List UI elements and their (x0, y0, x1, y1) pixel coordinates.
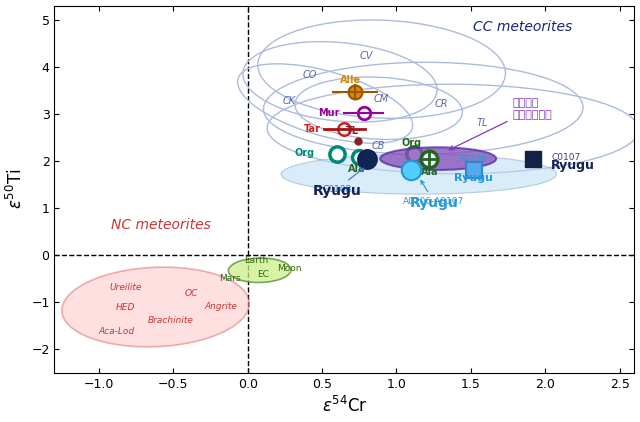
Text: CK: CK (283, 96, 296, 106)
Text: CB: CB (372, 141, 385, 151)
Text: C0107: C0107 (551, 153, 580, 162)
Text: Brachinite: Brachinite (147, 316, 193, 325)
Text: Mur: Mur (319, 108, 340, 118)
Text: Ryugu: Ryugu (312, 184, 362, 198)
X-axis label: $\varepsilon^{54}$Cr: $\varepsilon^{54}$Cr (322, 396, 367, 417)
Ellipse shape (281, 154, 556, 194)
Text: OC: OC (184, 289, 198, 298)
Text: A0106: A0106 (460, 154, 488, 163)
Text: Mars: Mars (219, 274, 241, 283)
Text: イヴナ型
（先行研究）: イヴナ型 （先行研究） (449, 98, 552, 150)
Y-axis label: $\varepsilon^{50}$Ti: $\varepsilon^{50}$Ti (6, 169, 26, 209)
Text: CC meteorites: CC meteorites (474, 20, 573, 35)
Text: Aca-Lod: Aca-Lod (99, 327, 135, 336)
Text: NC meteorites: NC meteorites (111, 218, 211, 232)
Ellipse shape (228, 258, 291, 282)
Text: EC: EC (257, 270, 269, 279)
Text: HED: HED (116, 303, 136, 312)
Ellipse shape (380, 147, 496, 170)
Text: Ureilite: Ureilite (109, 283, 142, 292)
Text: TL: TL (477, 118, 488, 128)
Text: Ryugu: Ryugu (410, 196, 458, 210)
Text: Alle: Alle (340, 75, 361, 85)
Text: TL: TL (346, 126, 358, 135)
Text: Ryugu: Ryugu (551, 159, 595, 172)
Text: CV: CV (360, 51, 374, 62)
Text: Moon: Moon (277, 264, 301, 273)
Text: CM: CM (374, 94, 389, 104)
Text: Org: Org (294, 148, 315, 157)
Text: Angrite: Angrite (205, 303, 237, 311)
Text: CR: CR (435, 100, 448, 109)
Text: C0108: C0108 (323, 168, 364, 194)
Text: Org: Org (401, 138, 421, 148)
Ellipse shape (62, 267, 250, 347)
Text: Ryugu: Ryugu (454, 173, 493, 183)
Text: A0106-A0107: A0106-A0107 (403, 181, 464, 206)
Text: CO: CO (303, 70, 317, 80)
Text: Tar: Tar (304, 124, 321, 135)
Text: Earth: Earth (244, 256, 269, 265)
Text: Ala: Ala (420, 167, 438, 177)
Text: Ala: Ala (348, 164, 365, 174)
